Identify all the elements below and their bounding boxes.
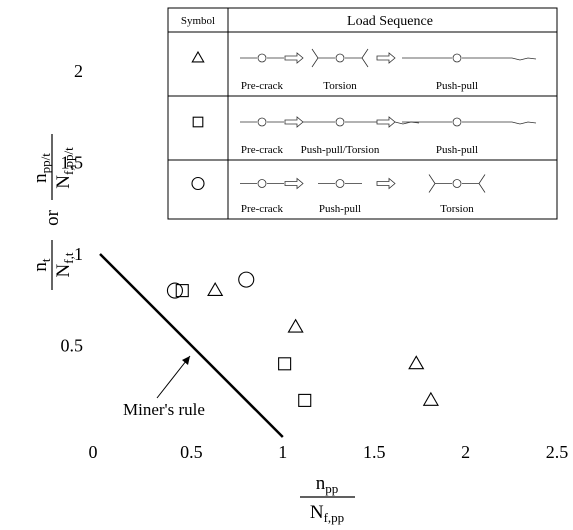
t: n xyxy=(30,262,51,272)
circle-point xyxy=(166,282,183,299)
y-label: nt Nf,t or npp/t Nf,pp/t xyxy=(30,134,76,290)
t: n xyxy=(30,173,51,183)
square-point xyxy=(278,357,292,371)
t: t xyxy=(38,258,53,262)
crack-line xyxy=(402,57,537,61)
crack-branch xyxy=(428,183,436,193)
legend-step: Push-pull xyxy=(436,144,478,156)
triangle-point xyxy=(422,391,439,406)
t: N xyxy=(53,175,74,189)
sequence-arrow xyxy=(376,177,396,190)
t: f,pp/t xyxy=(61,147,76,175)
crack-hole xyxy=(335,117,345,127)
crack-hole xyxy=(335,53,345,63)
y-tick-label: 1.5 xyxy=(61,153,84,173)
y-tick-label: 0.5 xyxy=(61,336,84,356)
legend-step: Push-pull xyxy=(319,203,361,215)
crack-sketch xyxy=(402,117,537,127)
y-label-1-den: Nf,t xyxy=(53,252,76,277)
crack-hole xyxy=(257,179,267,188)
reference-line xyxy=(99,253,284,438)
y-label-1-num: nt xyxy=(30,258,53,272)
annotation: Miner's rule xyxy=(123,400,205,419)
circle-point xyxy=(191,176,205,191)
crack-sketch xyxy=(318,179,362,188)
t: N xyxy=(53,263,74,277)
crack-sketch xyxy=(240,117,284,127)
sequence-arrow xyxy=(284,52,304,64)
sequence-arrow xyxy=(284,116,304,128)
t: pp/t xyxy=(38,153,53,174)
x-label-N-sub: f,pp xyxy=(324,510,345,525)
x-tick-label: 0.5 xyxy=(180,442,203,462)
legend-step: Pre-crack xyxy=(241,203,284,215)
crack-line xyxy=(402,121,537,125)
legend-step: Push-pull xyxy=(436,80,478,92)
crack-hole xyxy=(335,179,345,188)
crack-branch xyxy=(478,183,486,193)
crack-sketch xyxy=(240,179,284,188)
crack-branch xyxy=(361,57,369,68)
square-point xyxy=(298,393,312,407)
crack-hole xyxy=(257,53,267,63)
legend-header: Load Sequence xyxy=(347,14,433,29)
x-tick-label: 1 xyxy=(278,442,287,462)
crack-sketch xyxy=(311,48,369,68)
sequence-arrow xyxy=(376,116,396,128)
crack-branch xyxy=(361,48,369,59)
crack-sketch xyxy=(428,174,486,193)
crack-hole xyxy=(452,117,462,127)
square-point xyxy=(192,116,204,128)
crack-branch xyxy=(478,174,486,184)
crack-hole xyxy=(452,179,462,188)
y-label-2-num: npp/t xyxy=(30,153,53,183)
x-tick-label: 0 xyxy=(89,442,98,462)
legend-header: Symbol xyxy=(181,15,215,27)
arrow-head xyxy=(182,356,190,365)
legend-step: Push-pull/Torsion xyxy=(301,144,380,156)
crack-sketch xyxy=(240,53,284,63)
x-label-n: n xyxy=(316,473,326,494)
legend-step: Pre-crack xyxy=(241,80,284,92)
legend-box xyxy=(167,7,558,220)
x-label-denominator: Nf,pp xyxy=(310,502,344,525)
y-label-2-den: Nf,pp/t xyxy=(53,147,76,189)
circle-point xyxy=(238,271,255,288)
crack-branch xyxy=(311,48,319,59)
y-tick-label: 2 xyxy=(74,61,83,81)
crack-hole xyxy=(452,53,462,63)
y-tick-label: 1 xyxy=(74,244,83,264)
crack-branch xyxy=(311,57,319,68)
triangle-point xyxy=(408,355,425,370)
legend-step: Torsion xyxy=(440,203,474,215)
triangle-point xyxy=(207,281,224,297)
triangle-point xyxy=(287,318,304,333)
x-label-numerator: npp xyxy=(316,473,339,496)
y-label-joiner: or xyxy=(42,209,63,226)
sequence-arrow xyxy=(376,52,396,64)
crack-branch xyxy=(428,174,436,184)
crack-hole xyxy=(257,117,267,127)
annotation-arrow xyxy=(156,355,191,399)
legend-step: Pre-crack xyxy=(241,144,284,156)
x-label-n-sub: pp xyxy=(325,481,338,496)
sequence-arrow xyxy=(284,177,304,190)
legend-step: Torsion xyxy=(323,80,357,92)
t: f,t xyxy=(61,252,76,264)
square-point xyxy=(175,284,189,298)
x-tick-label: 2 xyxy=(461,442,470,462)
x-tick-label: 2.5 xyxy=(546,442,569,462)
triangle-point xyxy=(191,50,205,63)
x-label-N: N xyxy=(310,502,324,523)
x-tick-label: 1.5 xyxy=(363,442,386,462)
crack-sketch xyxy=(402,53,537,63)
